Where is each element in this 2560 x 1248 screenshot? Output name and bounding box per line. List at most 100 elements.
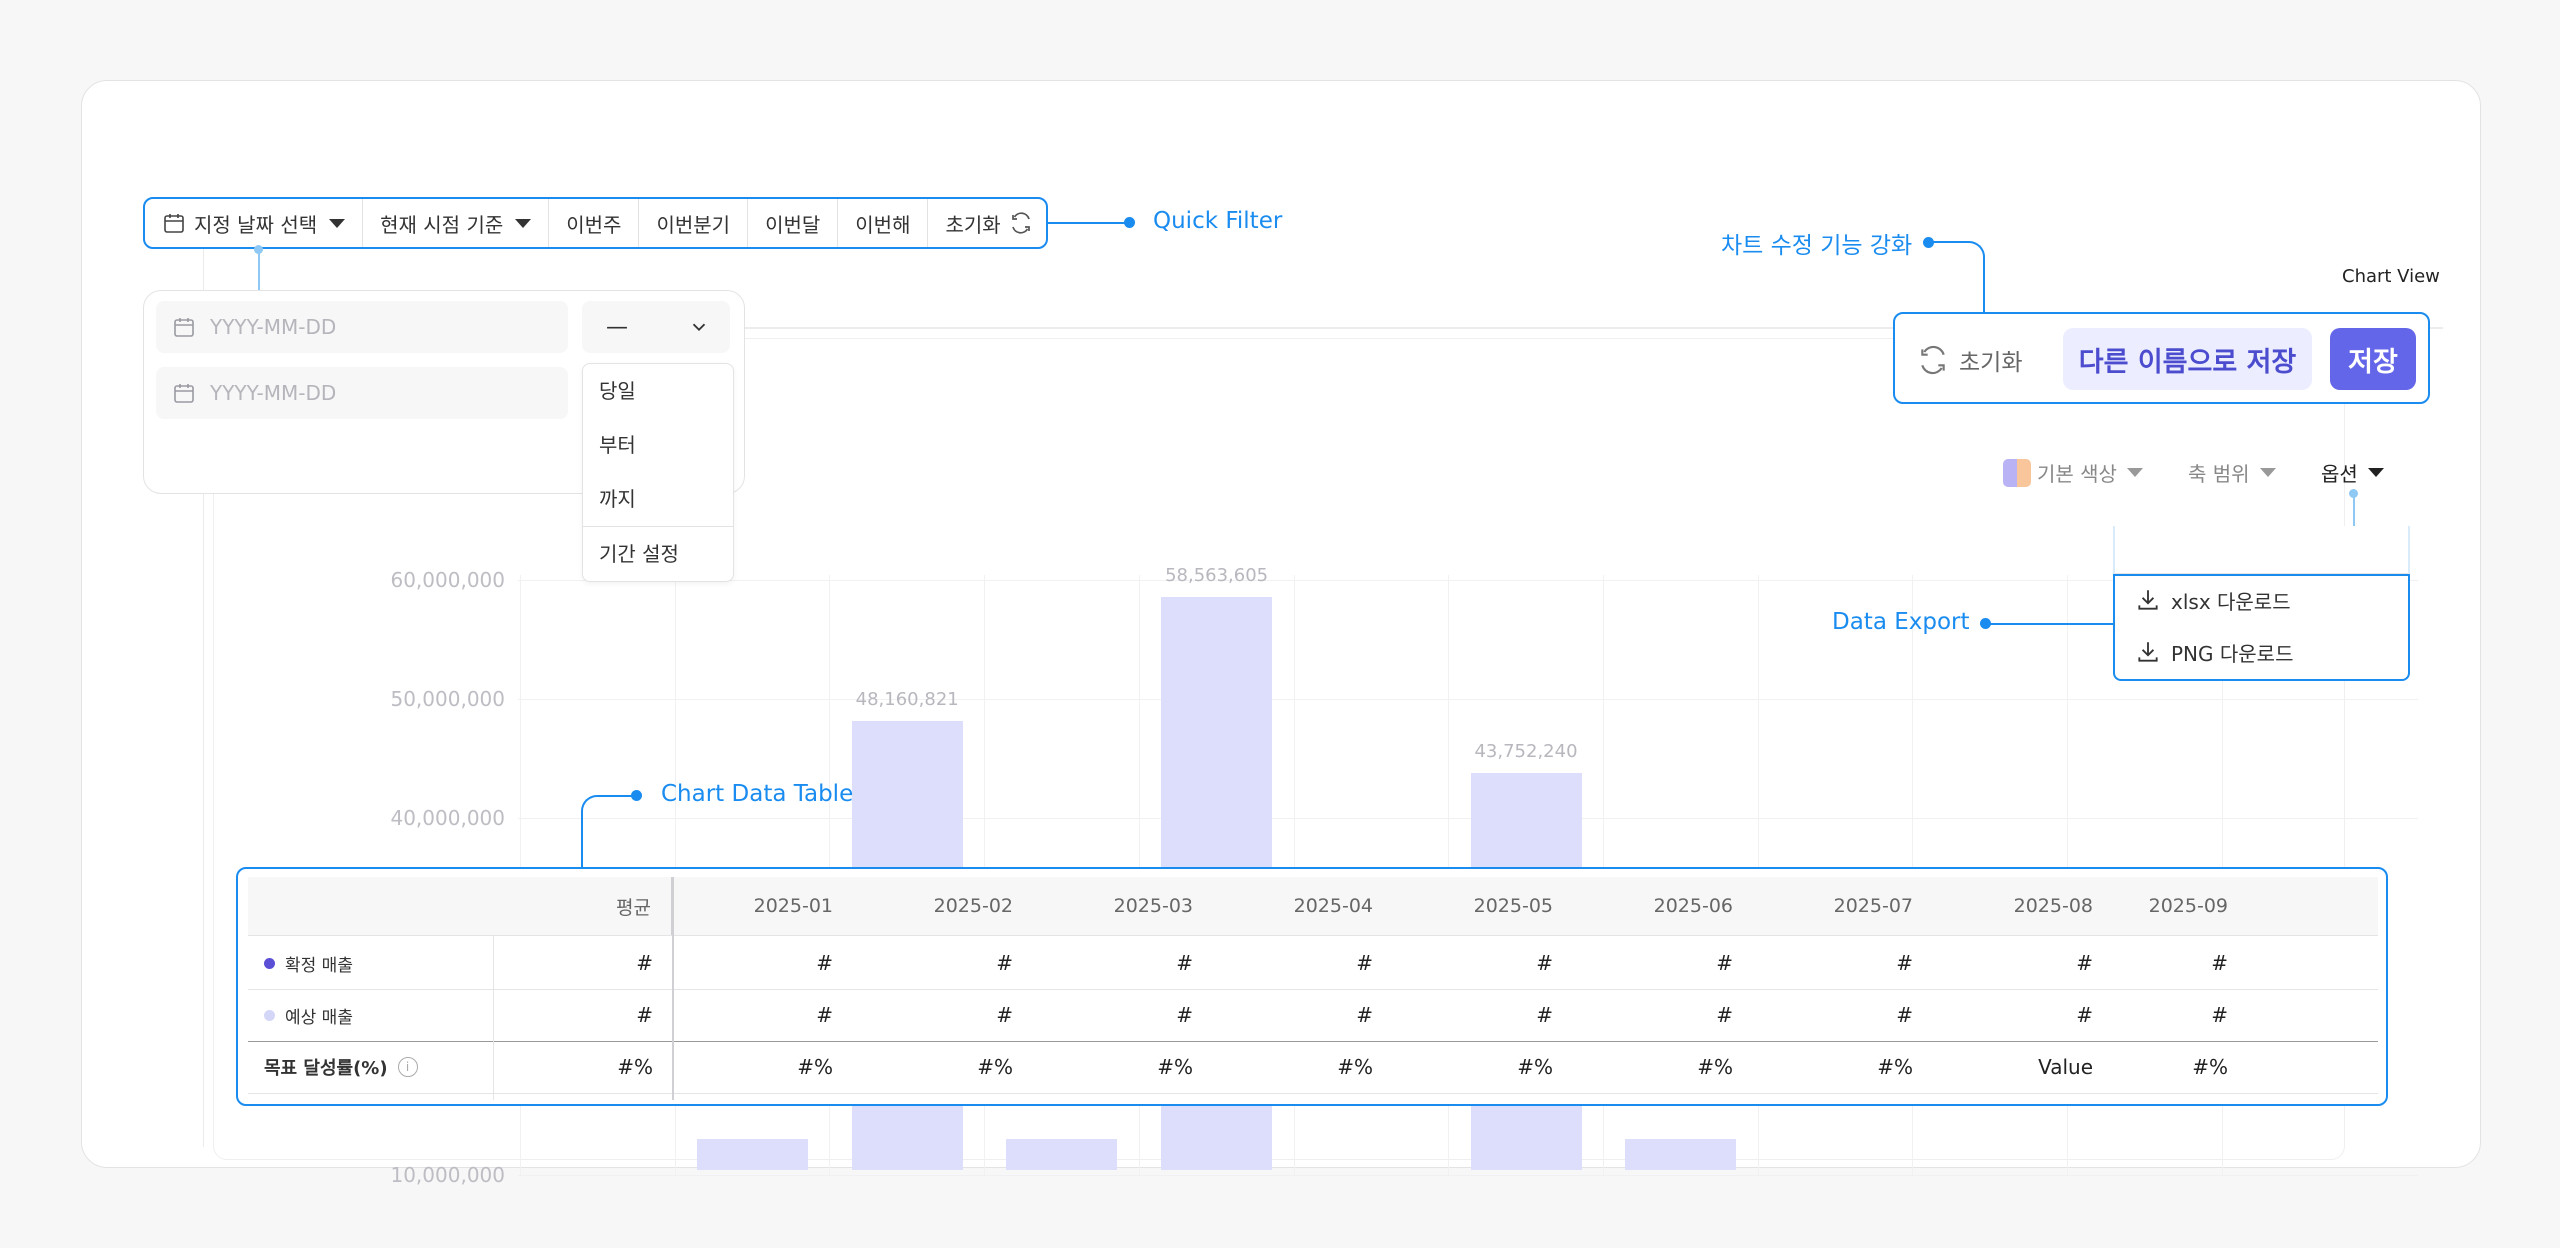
chevron-down-icon (2126, 468, 2143, 477)
connector-dot (631, 790, 642, 801)
menu-item-until[interactable]: 까지 (599, 487, 636, 511)
end-date-input[interactable]: YYYY-MM-DD (156, 367, 568, 419)
connector-dot (1980, 618, 1991, 629)
table-cell: # (1536, 951, 1553, 975)
color-dropdown[interactable]: 기본 색상 (2003, 458, 2143, 487)
table-cell: #% (1157, 1055, 1193, 1079)
table-header-cell: 2025-09 (2148, 895, 2228, 917)
menu-item-today[interactable]: 당일 (599, 379, 636, 403)
table-cell: Value (2038, 1055, 2093, 1079)
table-cell: #% (2192, 1055, 2228, 1079)
row-divider (248, 989, 2378, 990)
table-cell: # (996, 951, 1013, 975)
table-header-cell: 2025-08 (2013, 895, 2093, 917)
table-header-row: 평균 2025-01 2025-02 2025-03 2025-04 2025-… (248, 877, 2378, 935)
row-divider (248, 935, 2378, 936)
basis-dropdown[interactable]: 현재 시점 기준 (363, 199, 550, 247)
table-cell: #% (1697, 1055, 1733, 1079)
connector-dot (1124, 217, 1135, 228)
chart-data-table: 평균 2025-01 2025-02 2025-03 2025-04 2025-… (236, 867, 2388, 1106)
row-divider (248, 1093, 2378, 1094)
table-header-avg: 평균 (493, 877, 673, 935)
export-menu: xlsx 다운로드 PNG 다운로드 (2113, 574, 2410, 681)
chart-view-topline (203, 327, 2443, 329)
table-header-cell: 2025-03 (1113, 895, 1193, 917)
end-date-placeholder: YYYY-MM-DD (210, 381, 337, 405)
this-week-button[interactable]: 이번주 (549, 199, 640, 247)
chart-data-table-callout: Chart Data Table (661, 781, 854, 807)
column-divider (493, 935, 494, 1100)
y-tick-label: 10,000,000 (390, 1163, 505, 1187)
grid-line (518, 699, 2418, 700)
range-type-select[interactable]: — (582, 301, 730, 353)
connector-line (1048, 222, 1128, 224)
y-tick-label: 40,000,000 (390, 806, 505, 830)
row-label: 예상 매출 (248, 989, 493, 1041)
menu-item-period[interactable]: 기간 설정 (599, 542, 679, 566)
chart-view-frame (203, 247, 2354, 1147)
row-label: 목표 달성률(%) i (248, 1041, 493, 1093)
table-row: 예상 매출 # # # # # # # # # # (248, 989, 2378, 1041)
basis-label: 현재 시점 기준 (380, 212, 504, 237)
reset-filter-label: 초기화 (945, 212, 1001, 237)
export-menu-top (2113, 526, 2410, 574)
bar-data-label: 43,752,240 (1474, 741, 1578, 763)
date-select-button[interactable]: 지정 날짜 선택 (145, 199, 364, 247)
table-cell: #% (977, 1055, 1013, 1079)
table-cell: # (1176, 951, 1193, 975)
data-export-callout: Data Export (1832, 609, 1970, 635)
chevron-down-icon (2259, 468, 2276, 477)
connector-line (2353, 496, 2355, 532)
table-cell: # (2211, 951, 2228, 975)
color-label: 기본 색상 (2037, 462, 2117, 486)
connector-line (258, 247, 260, 291)
table-row: 확정 매출 # # # # # # # # # # (248, 937, 2378, 989)
info-icon[interactable]: i (397, 1057, 418, 1077)
range-type-menu: 당일 부터 까지 기간 설정 (582, 363, 734, 582)
connector-line (581, 795, 639, 869)
connector-line (1929, 241, 1985, 313)
palette-icon (2003, 458, 2031, 487)
quick-filter-callout: Quick Filter (1153, 208, 1283, 234)
chevron-down-icon (515, 218, 532, 228)
table-cell: #% (1877, 1055, 1913, 1079)
chart-view-label: Chart View (2342, 266, 2440, 287)
date-picker-panel: YYYY-MM-DD YYYY-MM-DD — 당일 부터 까지 기간 설정 (143, 290, 745, 582)
connector-line (1986, 623, 2113, 625)
xlsx-download-item[interactable]: xlsx 다운로드 (2115, 574, 2408, 626)
start-date-placeholder: YYYY-MM-DD (210, 315, 337, 339)
this-month-button[interactable]: 이번달 (748, 199, 839, 247)
start-date-input[interactable]: YYYY-MM-DD (156, 301, 568, 353)
menu-divider (583, 526, 733, 527)
options-dropdown[interactable]: 옵션 (2321, 458, 2384, 487)
bar-data-label: 48,160,821 (855, 688, 959, 710)
chevron-down-icon (2367, 468, 2384, 477)
row-label: 확정 매출 (248, 937, 493, 989)
calendar-icon (164, 214, 184, 233)
table-cell: # (1536, 1003, 1553, 1027)
refresh-icon (1921, 345, 1945, 375)
xlsx-download-label: xlsx 다운로드 (2171, 589, 2291, 614)
bar-2025-03[interactable] (1006, 1139, 1118, 1170)
this-quarter-button[interactable]: 이번분기 (639, 199, 749, 247)
row-label-text: 예상 매출 (285, 1007, 353, 1028)
menu-item-from[interactable]: 부터 (599, 433, 636, 457)
range-type-value: — (606, 314, 628, 340)
bar-2025-07[interactable] (1625, 1139, 1737, 1170)
save-button[interactable]: 저장 (2330, 328, 2416, 390)
reset-chart-button[interactable]: 초기화 (1917, 336, 2022, 384)
save-as-button[interactable]: 다른 이름으로 저장 (2063, 328, 2312, 390)
reset-filter-button[interactable]: 초기화 (928, 199, 1049, 247)
bar-2025-01[interactable] (697, 1139, 808, 1170)
options-label: 옵션 (2321, 462, 2358, 486)
this-year-button[interactable]: 이번해 (838, 199, 929, 247)
png-download-label: PNG 다운로드 (2171, 641, 2294, 666)
table-cell: # (1896, 951, 1913, 975)
grid-line (518, 580, 2418, 581)
axis-range-dropdown[interactable]: 축 범위 (2188, 458, 2276, 487)
table-cell: # (636, 1003, 653, 1027)
table-header-cell: 2025-07 (1833, 895, 1913, 917)
png-download-item[interactable]: PNG 다운로드 (2115, 626, 2408, 678)
chevron-down-icon (692, 323, 706, 332)
y-tick-label: 60,000,000 (390, 568, 505, 592)
